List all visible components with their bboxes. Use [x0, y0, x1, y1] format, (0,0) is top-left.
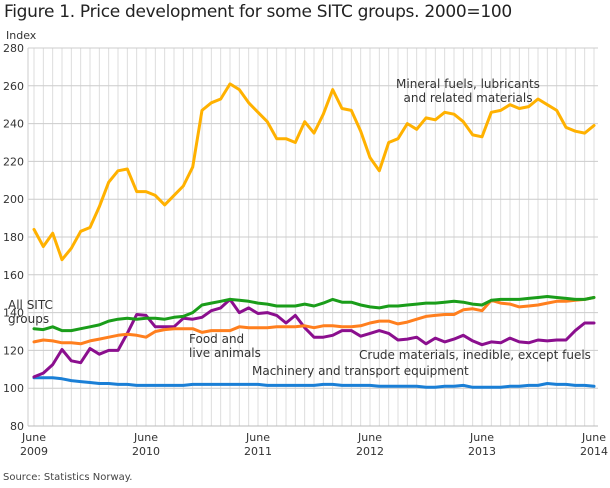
x-tick-label-month: June	[357, 431, 382, 444]
series-lines	[32, 82, 596, 389]
series-label: Mineral fuels, lubricants	[396, 77, 540, 91]
x-tick-label-month: June	[245, 431, 270, 444]
series-line-mineral-fuels-lubricants-and-related-materials	[32, 82, 596, 262]
x-tick-label-year: 2011	[244, 445, 272, 458]
y-tick-label: 140	[3, 307, 24, 320]
x-tick-label-month: June	[133, 431, 158, 444]
x-tick-label-month: June	[21, 431, 46, 444]
y-tick-label: 80	[10, 420, 24, 433]
series-label: All SITC	[8, 298, 53, 312]
series-label: Machinery and transport equipment	[252, 364, 469, 378]
x-tick-label-month: June	[581, 431, 606, 444]
x-tick-labels: June2009June2010June2011June2012June2013…	[20, 431, 608, 458]
series-line-all-sitc-groups	[32, 295, 596, 333]
y-tick-label: 100	[3, 382, 24, 395]
x-tick-label-year: 2012	[356, 445, 384, 458]
series-label: and related materials	[404, 91, 533, 105]
y-tick-label: 240	[3, 118, 24, 131]
y-tick-label: 180	[3, 231, 24, 244]
x-tick-label-year: 2013	[468, 445, 496, 458]
source-note: Source: Statistics Norway.	[3, 472, 133, 483]
y-tick-labels: 80 100 120 140 160 180 200 220 240 260 280	[3, 42, 24, 433]
series-label: live animals	[189, 346, 261, 360]
x-tick-label-year: 2009	[20, 445, 48, 458]
y-tick-label: 120	[3, 344, 24, 357]
series-label: Crude materials, inedible, except fuels	[359, 348, 591, 362]
chart-title: Figure 1. Price development for some SIT…	[4, 2, 512, 22]
x-tick-label-month: June	[469, 431, 494, 444]
y-tick-label: 160	[3, 269, 24, 282]
series-label: Food and	[189, 332, 244, 346]
axes	[27, 48, 598, 427]
y-tick-label: 280	[3, 42, 24, 55]
x-tick-label-year: 2010	[132, 445, 160, 458]
series-label: groups	[8, 312, 49, 326]
x-tick-label-year: 2014	[580, 445, 608, 458]
y-axis-label: Index	[6, 29, 37, 42]
series-line-machinery-and-transport-equipment	[32, 376, 596, 389]
series-line-food-and-live-animals	[32, 296, 596, 346]
y-tick-label: 200	[3, 193, 24, 206]
y-tick-label: 260	[3, 80, 24, 93]
y-tick-label: 220	[3, 155, 24, 168]
